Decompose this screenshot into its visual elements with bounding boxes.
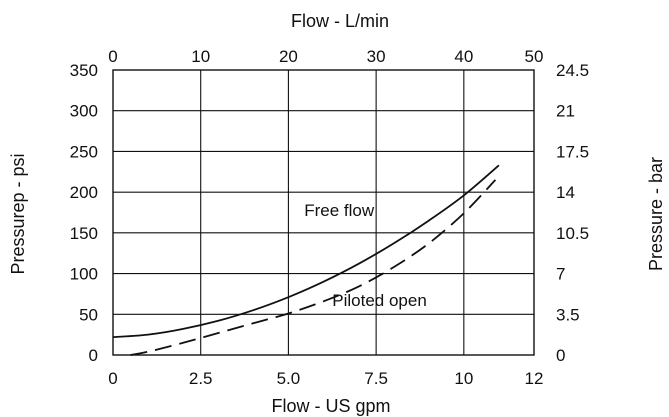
x-tick-label: 2.5 <box>189 369 213 388</box>
x2-tick-label: 30 <box>367 47 386 66</box>
curves <box>112 164 500 356</box>
y2-tick-label: 0 <box>556 346 565 365</box>
x2-tick-label: 10 <box>191 47 210 66</box>
left-axis-title: Pressurep - psi <box>8 153 28 274</box>
y2-tick-label: 17.5 <box>556 142 589 161</box>
plot-frame <box>112 69 535 356</box>
x-tick-label: 10 <box>454 369 473 388</box>
y2-tick-label: 3.5 <box>556 305 580 324</box>
x2-tick-label: 20 <box>279 47 298 66</box>
bottom-axis-title: Flow - US gpm <box>271 396 390 416</box>
y2-tick-label: 21 <box>556 102 575 121</box>
x2-tick-label: 50 <box>525 47 544 66</box>
x2-tick-label: 0 <box>108 47 117 66</box>
y-tick-label: 150 <box>70 224 98 243</box>
y-tick-label: 200 <box>70 183 98 202</box>
series-line-free-flow <box>112 164 500 338</box>
x2-tick-label: 40 <box>454 47 473 66</box>
x-tick-label: 5.0 <box>277 369 301 388</box>
y-tick-label: 250 <box>70 142 98 161</box>
y-tick-label: 100 <box>70 265 98 284</box>
x-tick-label: 7.5 <box>364 369 388 388</box>
annotation-piloted-open: Piloted open <box>332 291 427 310</box>
y2-tick-label: 7 <box>556 265 565 284</box>
y-tick-label: 300 <box>70 102 98 121</box>
x-tick-label: 0 <box>108 369 117 388</box>
series-line-piloted-open <box>130 179 497 356</box>
top-axis-title: Flow - L/min <box>291 11 389 31</box>
right-axis-title: Pressure - bar <box>646 157 666 271</box>
x-tick-label: 12 <box>525 369 544 388</box>
annotation-free-flow: Free flow <box>304 201 375 220</box>
y-tick-label: 350 <box>70 61 98 80</box>
y-tick-label: 50 <box>79 305 98 324</box>
y-tick-label: 0 <box>89 346 98 365</box>
y2-tick-label: 14 <box>556 183 575 202</box>
y2-tick-label: 10.5 <box>556 224 589 243</box>
y2-tick-label: 24.5 <box>556 61 589 80</box>
grid-lines <box>113 70 534 355</box>
